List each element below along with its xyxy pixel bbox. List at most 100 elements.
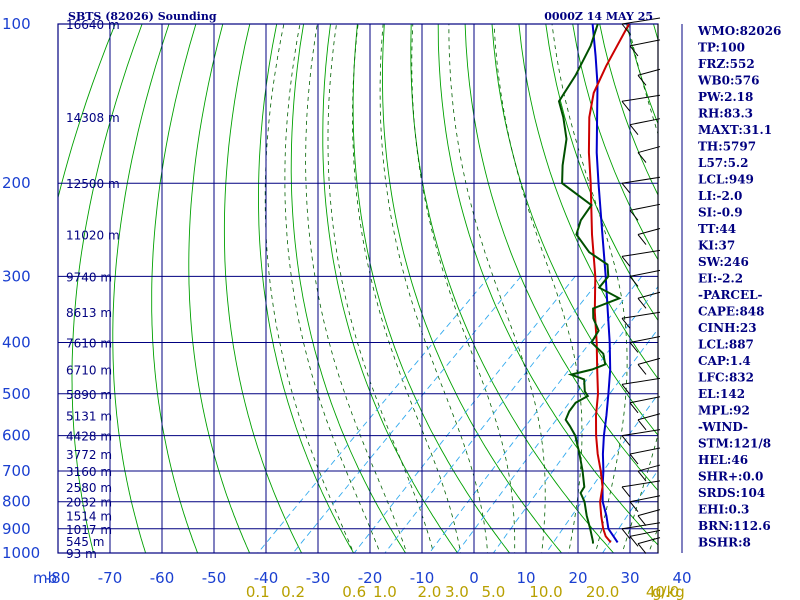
wind-barb	[621, 522, 661, 530]
index-entry: CAPE:848	[698, 305, 765, 319]
moist-adiabat-line	[327, 24, 435, 553]
wind-barb	[621, 17, 661, 25]
wind-barb	[629, 203, 661, 211]
wind-barb-flag	[637, 470, 647, 482]
index-entry: STM:121/8	[698, 437, 771, 451]
mixing-ratio-line	[429, 276, 643, 553]
mixing-ratio-lines	[257, 276, 658, 553]
dry-adiabat-line	[761, 24, 800, 564]
wind-barb	[621, 429, 661, 437]
temperature-tick-label: -70	[98, 569, 123, 587]
index-entry: KI:37	[698, 239, 735, 253]
height-label: 6710 m	[66, 364, 112, 378]
height-label: 8613 m	[66, 306, 112, 320]
mixing-ratio-line	[493, 328, 658, 553]
pressure-tick-label: 300	[2, 267, 31, 285]
dry-adiabat-line	[322, 24, 459, 553]
wind-barb	[621, 176, 661, 184]
moist-adiabat-line	[264, 24, 355, 553]
height-label: 4428 m	[66, 430, 112, 444]
index-entry: CAP:1.4	[698, 354, 751, 368]
index-entry: SRDS:104	[698, 486, 765, 500]
axis-labels: 0.1 0.2 0.6 1.0 2.0 3.0 5.0 10.0 20.0 40.01002003…	[2, 15, 692, 600]
wind-barb-flag	[629, 276, 639, 287]
wind-barb-flag	[621, 100, 631, 112]
dry-adiabat-line	[223, 24, 303, 553]
index-entry: EI:-2.2	[698, 272, 743, 286]
wind-barb	[621, 249, 661, 257]
dry-adiabat-line	[188, 24, 251, 553]
wind-barb-flag	[637, 419, 647, 431]
mixing-ratio-tick-label: 0.1	[246, 583, 270, 600]
mixing-ratio-tick-label: 10.0	[529, 583, 562, 600]
index-entry: -PARCEL-	[698, 288, 763, 302]
temperature-tick-label: 40	[672, 569, 691, 587]
wind-barb-flag	[629, 45, 639, 57]
temperature-tick-label: -20	[358, 569, 383, 587]
index-entry: PW:2.18	[698, 90, 753, 104]
mixing-ratio-line	[602, 469, 658, 553]
temperature-tick-label: -40	[254, 569, 279, 587]
height-label: 545 m	[66, 535, 104, 549]
temperature-tick-label: -50	[202, 569, 227, 587]
time-label: 0000Z 14 MAY 25	[544, 10, 653, 23]
index-entry: BRN:112.6	[698, 519, 771, 533]
index-entry: TT:44	[698, 222, 736, 236]
mixing-ratio-tick-label: 40.0	[646, 583, 679, 600]
mixing-ratio-line	[353, 276, 576, 553]
wind-barb	[637, 413, 661, 421]
wind-profile	[621, 17, 661, 554]
wind-barb-flag	[629, 342, 639, 353]
pressure-tick-label: 200	[2, 174, 31, 192]
height-label: 2580 m	[66, 481, 112, 495]
temperature-tick-label: -60	[150, 569, 175, 587]
pressure-tick-label: 1000	[2, 544, 40, 562]
height-label: 7610 m	[66, 337, 112, 351]
wind-barb	[629, 335, 661, 343]
wind-barb-flag	[621, 528, 631, 540]
height-label: 14308 m	[66, 111, 120, 125]
temperature-line	[587, 24, 630, 544]
wind-barb	[637, 509, 661, 517]
height-label: 12500 m	[66, 177, 120, 191]
wind-barb	[629, 39, 661, 47]
height-label: 2032 m	[66, 496, 112, 510]
wind-barb-flag	[621, 435, 631, 446]
wind-barb-flag	[629, 209, 639, 221]
index-entry: HEL:46	[698, 453, 748, 467]
index-entry: SI:-0.9	[698, 206, 743, 220]
dry-adiabats	[58, 24, 800, 564]
index-entry: TP:100	[698, 41, 745, 55]
dry-adiabat-line	[352, 24, 511, 553]
mixing-ratio-line	[456, 285, 658, 553]
dry-adiabat-line	[464, 24, 658, 492]
wind-barb	[637, 537, 661, 545]
mixing-ratio-line	[257, 276, 490, 553]
mixing-ratio-line	[545, 393, 658, 553]
height-label: 1017 m	[66, 523, 112, 537]
index-entry: FRZ:552	[698, 57, 755, 71]
index-entry: EL:142	[698, 387, 745, 401]
wind-barb	[621, 480, 661, 488]
wind-barb-flag	[637, 74, 647, 86]
wind-barb	[621, 94, 661, 102]
wind-barb	[629, 447, 661, 455]
wind-barb	[629, 495, 661, 503]
wind-barb-flag	[637, 364, 647, 375]
dry-adiabat-line	[258, 24, 355, 553]
index-entry: EHI:0.3	[698, 503, 749, 517]
wind-barb	[637, 464, 661, 472]
moist-adiabat-line	[448, 24, 546, 553]
wind-barb-flag	[637, 234, 647, 245]
mixing-ratio-line	[292, 276, 522, 553]
height-label: 3772 m	[66, 448, 112, 462]
moist-adiabat-line	[411, 24, 516, 553]
index-entry: L57:5.2	[698, 156, 748, 170]
wind-barb-flag	[637, 297, 647, 309]
pressure-tick-label: 500	[2, 385, 31, 403]
indices-panel: WMO:82026 TP:100 FRZ:552 WB0:576 PW:2.18 RH:8…	[697, 24, 781, 550]
grid	[57, 23, 683, 554]
wind-barb-flag	[637, 152, 647, 163]
wind-barb-flag	[621, 182, 631, 194]
